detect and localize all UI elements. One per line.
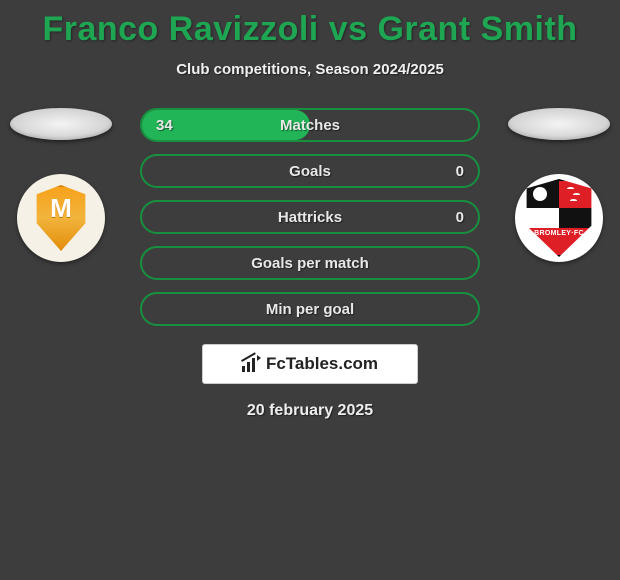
stat-row-matches: 34 Matches: [140, 108, 480, 142]
chart-growth-icon: [242, 356, 260, 372]
page-title: Franco Ravizzoli vs Grant Smith: [0, 0, 620, 49]
player-right-column: BROMLEY·FC: [504, 108, 614, 262]
stat-label: Hattricks: [278, 209, 342, 226]
subtitle: Club competitions, Season 2024/2025: [0, 61, 620, 78]
player-left-avatar-placeholder: [10, 108, 112, 140]
stat-row-min-per-goal: Min per goal: [140, 292, 480, 326]
comparison-layout: M BROMLEY·FC: [0, 108, 620, 420]
stat-row-goals-per-match: Goals per match: [140, 246, 480, 280]
bromley-shield-icon: BROMLEY·FC: [523, 179, 595, 257]
stat-row-goals: Goals 0: [140, 154, 480, 188]
stat-label: Min per goal: [266, 301, 354, 318]
stat-label: Matches: [280, 117, 340, 134]
stat-value-right: 0: [456, 209, 464, 226]
stat-label: Goals per match: [251, 255, 369, 272]
attribution-badge: FcTables.com: [202, 344, 418, 384]
stat-value-left: 34: [156, 117, 173, 134]
player-left-column: M: [6, 108, 116, 262]
stat-row-hattricks: Hattricks 0: [140, 200, 480, 234]
stat-value-right: 0: [456, 163, 464, 180]
club-badge-right: BROMLEY·FC: [515, 174, 603, 262]
snapshot-date: 20 february 2025: [0, 402, 620, 420]
club-badge-left: M: [17, 174, 105, 262]
player-right-avatar-placeholder: [508, 108, 610, 140]
stat-label: Goals: [289, 163, 331, 180]
stat-bars: 34 Matches Goals 0 Hattricks 0 Goals per…: [140, 108, 480, 326]
mk-dons-shield-icon: M: [32, 185, 90, 251]
attribution-text: FcTables.com: [266, 354, 378, 374]
